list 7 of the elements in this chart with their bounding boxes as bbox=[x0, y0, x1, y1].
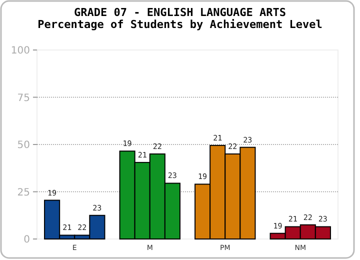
chart-subtitle: Percentage of Students by Achievement Level bbox=[38, 18, 322, 31]
y-tick-label: 0 bbox=[24, 234, 30, 246]
y-tick-label: 50 bbox=[17, 140, 30, 151]
y-tick-label: 25 bbox=[17, 187, 30, 198]
y-tick-label: 75 bbox=[17, 92, 30, 104]
chart-title: GRADE 07 - ENGLISH LANGUAGE ARTS bbox=[74, 6, 286, 19]
y-tick-label: 100 bbox=[10, 46, 30, 56]
